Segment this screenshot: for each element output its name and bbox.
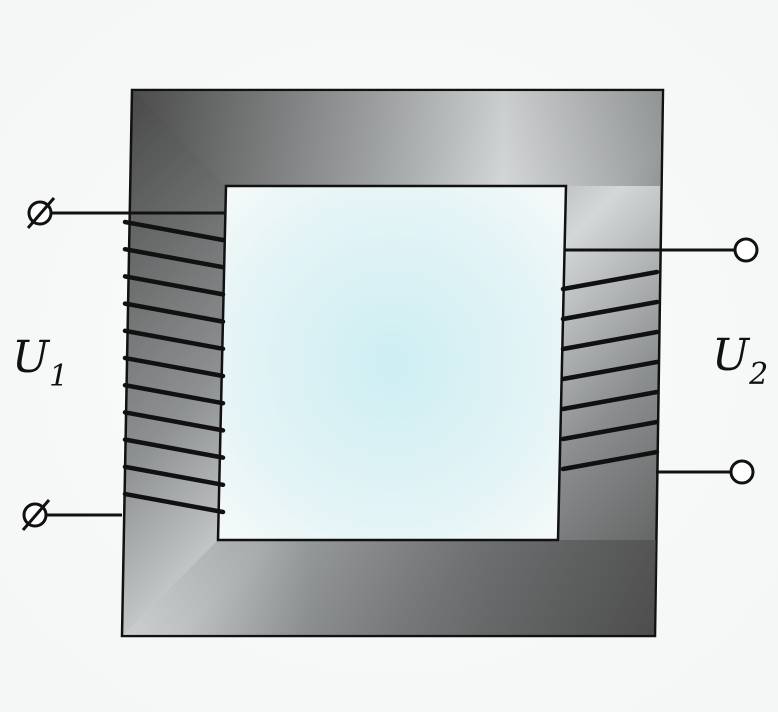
primary-top-terminal bbox=[26, 197, 56, 229]
primary-leads bbox=[21, 197, 226, 531]
primary-coil-turn-11 bbox=[122, 491, 226, 515]
secondary-coil bbox=[560, 269, 660, 472]
transformer-core bbox=[120, 88, 665, 638]
core-window bbox=[216, 184, 568, 542]
secondary-voltage-label: U2 bbox=[712, 330, 768, 392]
secondary-coil-turn-6 bbox=[560, 419, 660, 442]
secondary-coil-turn-4 bbox=[560, 359, 660, 382]
secondary-coil-turn-1 bbox=[560, 269, 660, 292]
primary-coil-turn-5 bbox=[122, 328, 226, 352]
primary-coil-turn-10 bbox=[122, 464, 226, 488]
primary-coil-turn-3 bbox=[122, 274, 226, 297]
secondary-coil-turn-5 bbox=[560, 389, 660, 412]
primary-coil-turn-6 bbox=[122, 355, 226, 379]
secondary-coil-turn-3 bbox=[560, 329, 660, 352]
secondary-bottom-terminal bbox=[729, 459, 755, 485]
primary-coil-turn-8 bbox=[122, 410, 226, 433]
primary-coil-turn-2 bbox=[122, 246, 226, 270]
primary-coil-turn-7 bbox=[122, 382, 226, 406]
secondary-top-terminal bbox=[733, 237, 759, 263]
secondary-coil-turn-7 bbox=[560, 449, 660, 472]
primary-coil-turn-1 bbox=[122, 219, 226, 243]
core-bottom-limb bbox=[123, 540, 656, 635]
secondary-leads bbox=[564, 237, 759, 485]
primary-coil-turn-4 bbox=[122, 301, 226, 324]
secondary-coil-turn-2 bbox=[560, 299, 660, 322]
core-top-limb bbox=[133, 91, 662, 186]
primary-coil-turn-9 bbox=[122, 437, 226, 460]
primary-coil bbox=[122, 219, 226, 515]
primary-bottom-terminal bbox=[21, 499, 51, 531]
primary-voltage-label: U1 bbox=[12, 332, 68, 394]
